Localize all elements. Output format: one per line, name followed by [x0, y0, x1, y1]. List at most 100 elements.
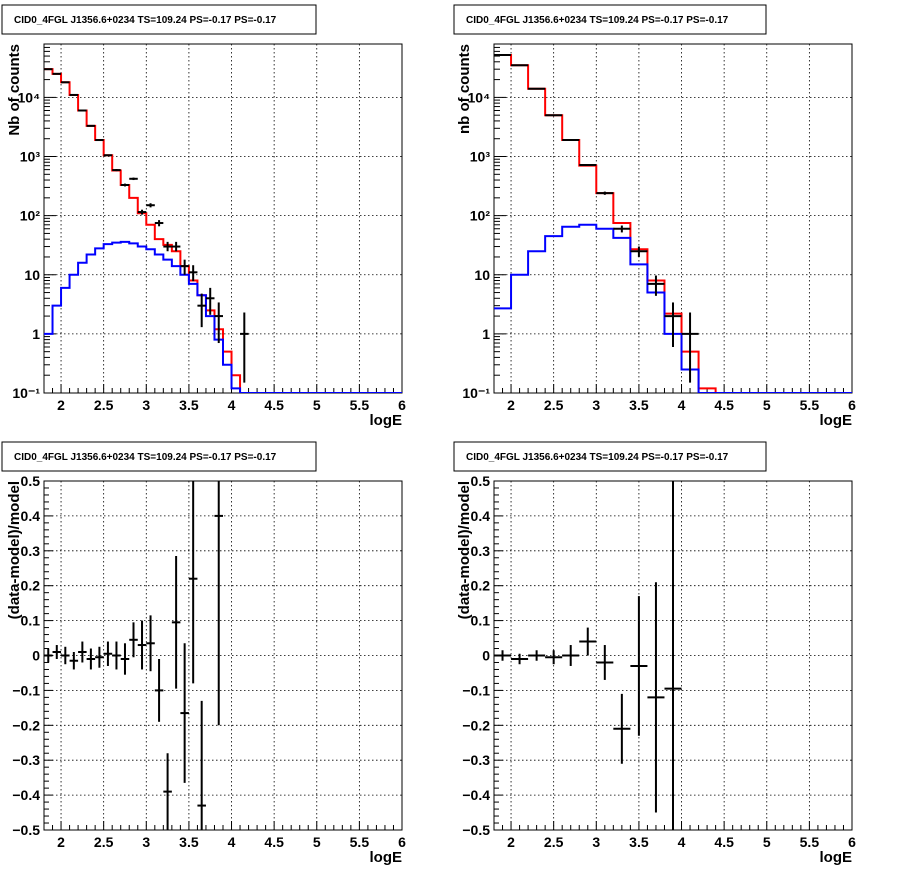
data-point: [647, 275, 665, 296]
y-tick-label: 10³: [470, 149, 491, 165]
x-tick-label: 3: [592, 397, 600, 413]
model-total-histogram: [494, 54, 852, 393]
data-point: [545, 114, 563, 117]
chart-title: CID0_4FGL J1356.6+0234 TS=109.24 PS=-0.1…: [466, 15, 729, 26]
data-point: [137, 209, 147, 215]
x-axis-label: logE: [820, 412, 853, 429]
x-tick-label: 6: [848, 834, 856, 850]
chart-title-box: [1, 441, 317, 472]
data-point: [205, 287, 215, 315]
x-tick-label: 6: [848, 397, 856, 413]
data-point: [545, 650, 563, 665]
y-tick-label: 10²: [470, 208, 491, 224]
x-tick-label: 4: [678, 834, 686, 850]
y-tick-label: 0: [32, 648, 40, 664]
y-tick-label: 0.2: [471, 578, 491, 594]
y-tick-label: 10⁻¹: [462, 385, 490, 401]
y-tick-label: 0.2: [21, 578, 41, 594]
x-tick-label: 3.5: [629, 397, 649, 413]
y-axis-label: nb of counts: [456, 44, 473, 134]
y-tick-label: −0.1: [462, 682, 490, 698]
data-point: [120, 183, 130, 187]
y-axis-label: Nb of counts: [6, 44, 23, 136]
data-layer: [44, 68, 402, 393]
y-tick-label: −0.5: [462, 822, 490, 838]
data-point: [52, 645, 62, 659]
data-point: [95, 139, 104, 142]
x-tick-label: 4.5: [714, 397, 734, 413]
y-tick-label: 0.5: [471, 473, 491, 489]
data-point: [171, 241, 181, 252]
chart-panel-2: 2 2.5 3 3.5 4 4.5 5 5.5 6 10⁻¹ 1 10 10² 10³ 10⁴ logE nb …: [453, 4, 856, 429]
y-axis-label: (data-model)/model: [456, 481, 473, 619]
x-tick-label: 2.5: [94, 397, 114, 413]
data-point: [137, 620, 147, 670]
data-point: [214, 481, 223, 726]
data-point: [579, 627, 597, 656]
data-layer: [44, 481, 223, 830]
x-tick-label: 4.5: [264, 834, 284, 850]
data-point: [494, 650, 512, 661]
y-tick-label: 0: [482, 648, 490, 664]
data-point: [188, 481, 198, 684]
y-tick-label: 0.3: [471, 543, 491, 559]
x-axis-label: logE: [370, 412, 403, 429]
data-point: [197, 293, 206, 328]
data-point: [630, 246, 648, 257]
x-tick-label: 2.5: [544, 834, 564, 850]
x-tick-label: 4: [228, 397, 236, 413]
x-tick-label: 2.5: [94, 834, 114, 850]
x-axis-label: logE: [820, 849, 853, 866]
y-tick-label: 0.4: [21, 508, 41, 524]
y-tick-label: −0.4: [462, 787, 490, 803]
x-tick-label: 4: [678, 397, 686, 413]
y-tick-label: −0.3: [462, 752, 490, 768]
x-tick-label: 6: [398, 834, 406, 850]
model-source-histogram: [44, 240, 402, 393]
x-tick-label: 2: [57, 834, 65, 850]
y-tick-label: 10⁴: [468, 89, 491, 105]
y-tick-label: 0.3: [21, 543, 41, 559]
data-point: [562, 645, 580, 666]
x-tick-label: 2.5: [544, 397, 564, 413]
y-tick-label: 10⁻¹: [12, 385, 40, 401]
x-tick-label: 2: [57, 397, 65, 413]
y-tick-label: −0.4: [12, 787, 40, 803]
x-tick-label: 3: [592, 834, 600, 850]
data-point: [630, 596, 648, 736]
chart-title: CID0_4FGL J1356.6+0234 TS=109.24 PS=-0.1…: [466, 452, 729, 463]
chart-title: CID0_4FGL J1356.6+0234 TS=109.24 PS=-0.1…: [14, 15, 277, 26]
data-point: [95, 646, 104, 668]
data-layer: [494, 481, 682, 830]
data-point: [188, 265, 198, 282]
data-point: [112, 641, 121, 670]
x-tick-label: 3: [142, 834, 150, 850]
y-tick-label: 0.1: [21, 613, 41, 629]
data-point: [214, 302, 223, 344]
data-point: [180, 643, 189, 783]
y-tick-label: −0.3: [12, 752, 40, 768]
chart-title-box: [453, 4, 767, 35]
data-point: [154, 658, 164, 722]
x-tick-label: 5: [763, 397, 771, 413]
data-point: [579, 163, 597, 166]
data-point: [511, 653, 529, 665]
data-layer: [494, 54, 852, 393]
data-point: [103, 154, 113, 157]
y-tick-label: 0.5: [21, 473, 41, 489]
data-point: [240, 312, 249, 383]
data-point: [647, 582, 665, 813]
x-tick-label: 3: [142, 397, 150, 413]
y-axis-label: (data-model)/model: [6, 481, 23, 619]
data-point: [163, 753, 172, 830]
x-tick-label: 5: [313, 834, 321, 850]
y-tick-label: −0.1: [12, 682, 40, 698]
y-tick-label: 1: [482, 326, 490, 342]
y-tick-label: 10³: [20, 149, 41, 165]
x-tick-label: 5.5: [800, 397, 820, 413]
x-tick-label: 3.5: [179, 834, 199, 850]
data-point: [596, 191, 614, 195]
data-point: [69, 93, 79, 96]
x-tick-label: 3.5: [629, 834, 649, 850]
